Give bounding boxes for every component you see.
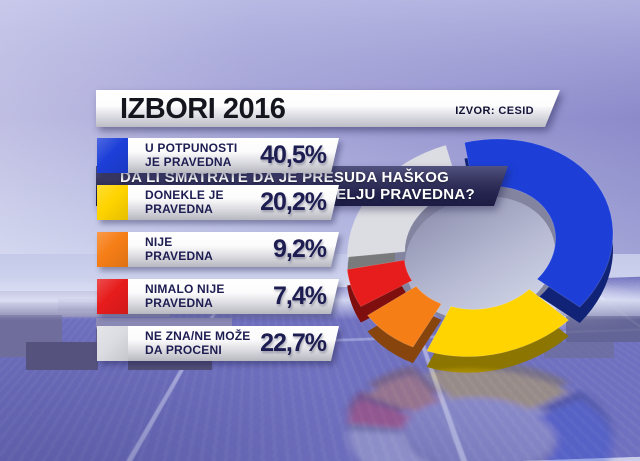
legend-label-line2: JE PRAVEDNA: [145, 154, 232, 169]
legend-label-line2: DA PROCENI: [145, 342, 222, 357]
source-label: IZVOR:: [455, 105, 495, 117]
title-bar: IZBORI 2016 IZVOR: CESID: [96, 90, 560, 127]
legend-label-line2: PRAVEDNA: [145, 295, 214, 310]
legend-value: 40,5%: [260, 141, 327, 169]
legend-label-line2: PRAVEDNA: [145, 201, 214, 216]
legend-value: 7,4%: [273, 282, 327, 310]
legend-value: 22,7%: [260, 329, 327, 357]
legend-label-line1: NIJE: [145, 235, 173, 249]
legend-value: 9,2%: [273, 235, 327, 263]
background-block: [26, 342, 98, 370]
legend-value: 20,2%: [260, 188, 327, 216]
legend-label: NE ZNA/NE MOŽE DA PROCENI: [145, 329, 251, 357]
legend-bar: [128, 138, 339, 173]
background-block: [544, 342, 614, 358]
legend-row: NIJE PRAVEDNA 9,2%: [97, 232, 339, 267]
legend-swatch: [97, 232, 128, 267]
legend-swatch: [97, 185, 128, 220]
question-bar-shadow: DA LI SMATRATE DA JE PRESUDA HAŠKOG TRIB…: [48, 83, 460, 123]
legend-swatch: [97, 279, 128, 314]
legend-bar: [128, 279, 339, 314]
legend-swatch: [97, 326, 128, 361]
legend-label-line2: PRAVEDNA: [145, 248, 214, 263]
title-bar-shadow: IZBORI 2016 IZVOR: CESID: [48, 45, 512, 82]
legend-row: NIMALO NIJE PRAVEDNA 7,4%: [97, 279, 339, 314]
source-credit: IZVOR: CESID: [455, 105, 534, 117]
legend-label: NIMALO NIJE PRAVEDNA: [145, 282, 225, 310]
legend-label: NIJE PRAVEDNA: [145, 235, 214, 263]
legend-label-line1: U POTPUNOSTI: [145, 141, 238, 155]
legend-bar: [128, 232, 339, 267]
legend-label: DONEKLE JE PRAVEDNA: [145, 188, 224, 216]
legend-row: U POTPUNOSTI JE PRAVEDNA 40,5%: [97, 138, 339, 173]
source-value: CESID: [498, 105, 534, 117]
legend-label-line1: NE ZNA/NE MOŽE: [145, 329, 251, 343]
legend-row: DONEKLE JE PRAVEDNA 20,2%: [97, 185, 339, 220]
page-title: IZBORI 2016: [120, 93, 286, 125]
legend-bar: [128, 326, 339, 361]
legend-swatch: [97, 138, 128, 173]
legend-row: NE ZNA/NE MOŽE DA PROCENI 22,7%: [97, 326, 339, 361]
legend-label-line1: DONEKLE JE: [145, 188, 224, 202]
legend-label: U POTPUNOSTI JE PRAVEDNA: [145, 141, 238, 169]
legend-bar: [128, 185, 339, 220]
legend-label-line1: NIMALO NIJE: [145, 282, 225, 296]
